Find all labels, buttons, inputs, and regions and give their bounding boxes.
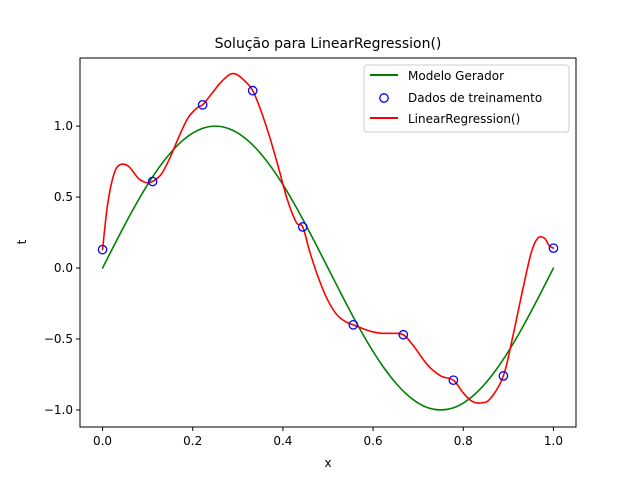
chart-title: Solução para LinearRegression() [215, 36, 442, 52]
training-point [97, 244, 108, 255]
linear-regression-line [101, 72, 555, 404]
series-layer [97, 72, 559, 411]
legend-generator-label: Modelo Gerador [408, 69, 504, 83]
x-tick-label: 0.6 [364, 434, 383, 448]
training-point [247, 85, 258, 96]
y-axis-label: t [15, 239, 29, 244]
legend-frame [363, 64, 570, 133]
training-point [197, 99, 208, 110]
training-point [348, 319, 359, 330]
training-point [548, 243, 559, 254]
y-tick-label: 0.0 [54, 261, 73, 275]
legend: Modelo Gerador Dados de treinamento Line… [363, 64, 570, 133]
x-tick-label: 0.2 [183, 434, 202, 448]
training-point [147, 176, 158, 187]
x-tick-label: 0.0 [93, 434, 112, 448]
x-axis-label: x [324, 456, 331, 470]
training-point [297, 222, 308, 232]
training-point [448, 375, 459, 386]
y-tick-label: −1.0 [44, 403, 73, 417]
x-tick-label: 0.4 [273, 434, 292, 448]
training-point [498, 371, 509, 381]
x-tick-label: 0.8 [454, 434, 473, 448]
axes-frame [79, 57, 577, 428]
legend-regression-label: LinearRegression() [408, 112, 520, 126]
legend-training-label: Dados de treinamento [408, 91, 542, 105]
x-axis: 0.0 0.2 0.4 0.6 0.8 1.0 [93, 427, 563, 448]
training-point [398, 329, 409, 340]
y-tick-label: −0.5 [44, 332, 73, 346]
y-tick-label: 0.5 [54, 190, 73, 204]
generator-model-line [101, 125, 555, 411]
y-axis: −1.0 −0.5 0.0 0.5 1.0 [44, 119, 80, 417]
legend-training-swatch [379, 93, 389, 103]
y-tick-label: 1.0 [54, 119, 73, 133]
x-tick-label: 1.0 [544, 434, 563, 448]
plot-area [79, 57, 577, 428]
